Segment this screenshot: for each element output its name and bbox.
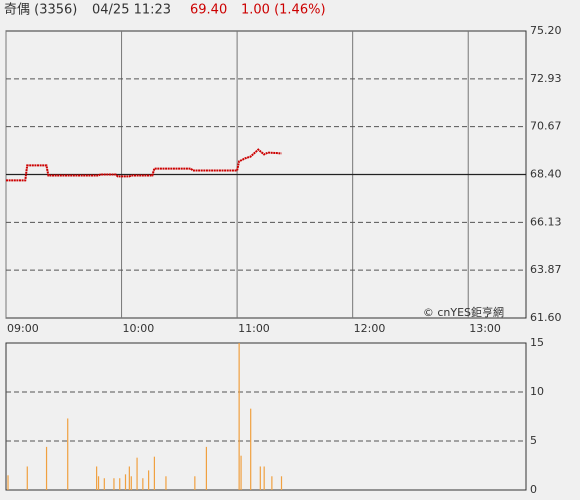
y-tick-label: 72.93: [530, 72, 562, 85]
x-tick-label: 13:00: [469, 322, 501, 335]
volume-bar: [238, 343, 240, 490]
volume-bar: [119, 478, 121, 490]
volume-bar: [97, 476, 100, 490]
volume-bar: [153, 456, 155, 490]
volume-bar: [271, 476, 273, 490]
volume-bar: [113, 478, 115, 490]
y-tick-label: 0: [530, 483, 537, 496]
volume-bar: [148, 470, 150, 490]
stock-name: 奇偶 (3356): [4, 2, 77, 18]
plot-frame: [5, 342, 527, 491]
x-tick-label: 09:00: [7, 322, 39, 335]
source-note: © cnYES鉅亨網: [423, 305, 504, 319]
y-tick-label: 5: [530, 434, 537, 447]
volume-bar: [194, 476, 196, 490]
volume-bar: [130, 476, 132, 490]
volume-bar: [67, 418, 69, 490]
volume-bar: [124, 474, 127, 490]
volume-bar: [96, 466, 98, 490]
y-tick-label: 63.87: [530, 263, 562, 276]
datetime: 04/25 11:23: [92, 3, 171, 18]
volume-bar: [259, 466, 261, 490]
y-tick-label: 75.20: [530, 24, 562, 37]
volume-bar: [165, 476, 167, 490]
volume-bar: [7, 475, 9, 490]
change: 1.00 (1.46%): [241, 3, 326, 18]
y-tick-label: 61.60: [530, 311, 562, 324]
y-tick-label: 15: [530, 336, 544, 349]
volume-bar: [250, 408, 252, 490]
x-tick-label: 11:00: [238, 322, 270, 335]
y-tick-label: 70.67: [530, 120, 562, 133]
y-tick-label: 10: [530, 385, 544, 398]
volume-bar: [280, 476, 283, 490]
volume-bar: [26, 466, 28, 490]
volume-bar: [142, 478, 144, 490]
volume-bar: [128, 466, 130, 490]
x-tick-label: 12:00: [354, 322, 386, 335]
volume-bar: [136, 457, 138, 490]
price-line: [6, 148, 282, 182]
volume-bar: [103, 478, 105, 490]
volume-bar: [240, 455, 242, 490]
x-tick-label: 10:00: [123, 322, 155, 335]
price: 69.40: [190, 3, 227, 18]
y-tick-label: 68.40: [530, 168, 562, 181]
y-tick-label: 66.13: [530, 215, 562, 228]
volume-bar: [205, 446, 207, 490]
volume-bar: [263, 466, 265, 490]
volume-bar: [45, 446, 48, 490]
